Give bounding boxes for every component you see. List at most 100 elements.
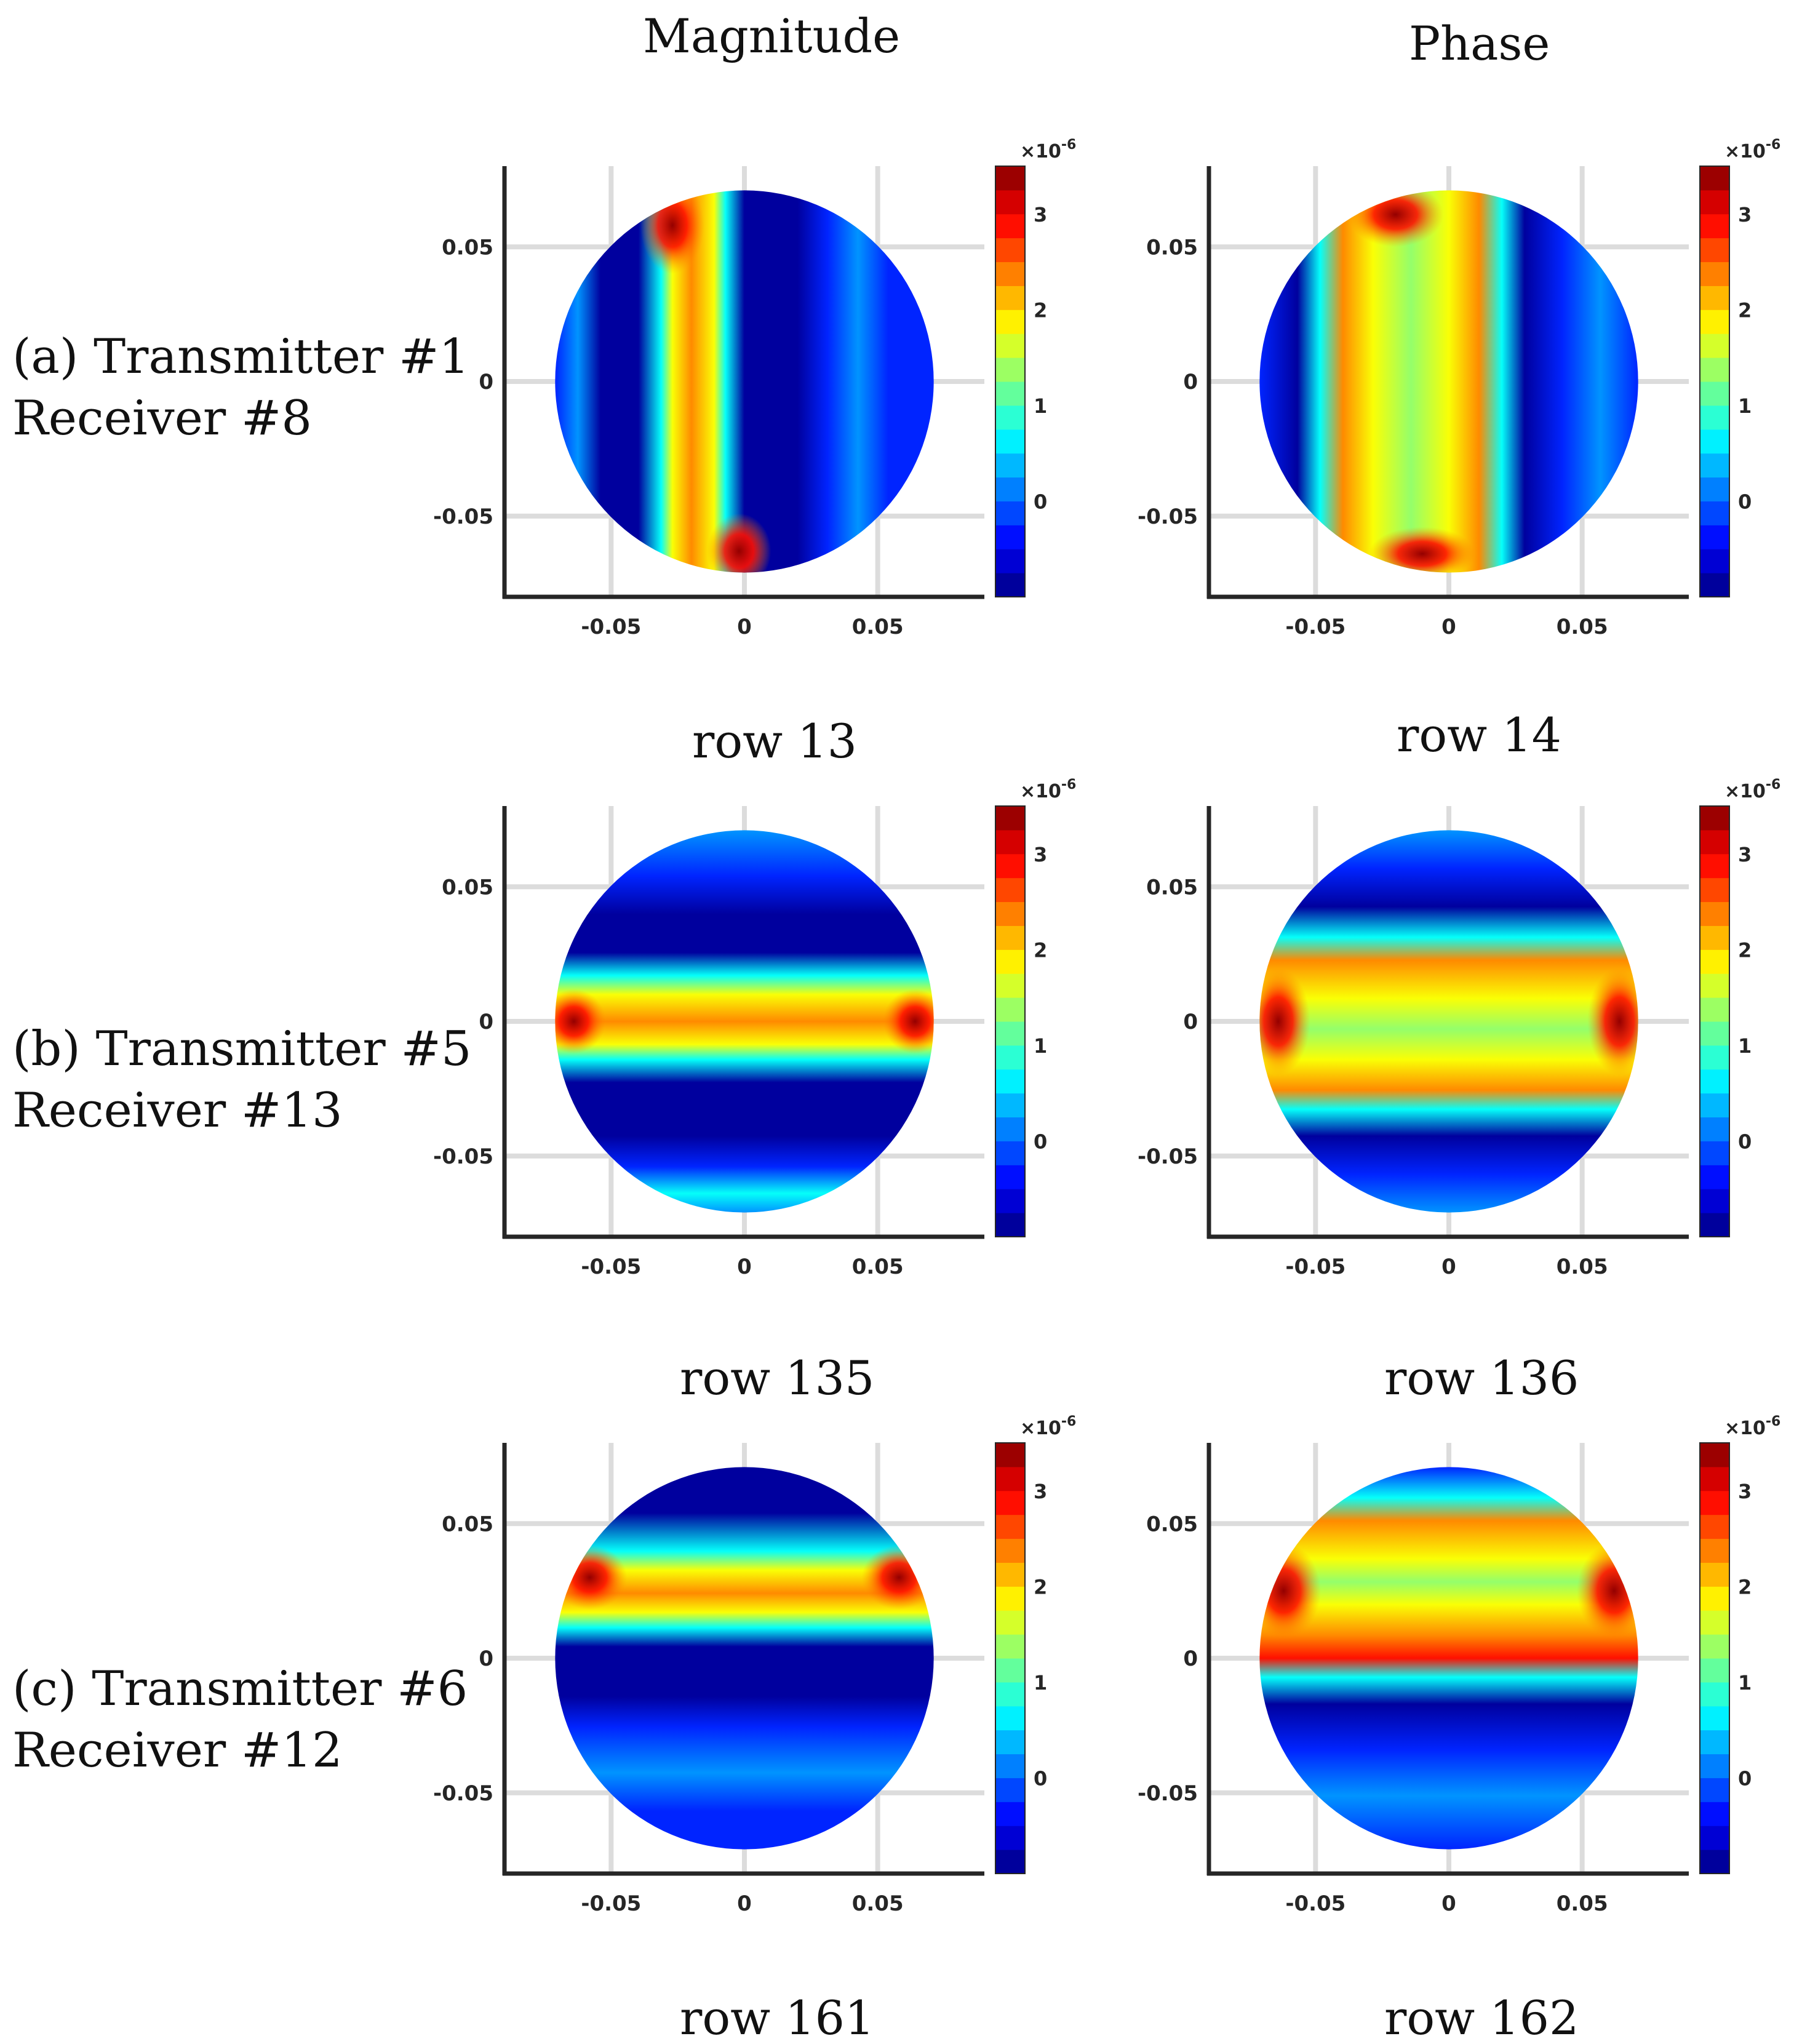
colorbar-step <box>995 166 1025 191</box>
colorbar-multiplier: ×10-6 <box>1724 777 1780 802</box>
colorbar-step <box>995 1069 1025 1094</box>
colorbar-multiplier: ×10-6 <box>1020 777 1076 802</box>
colorbar-step <box>995 1443 1025 1467</box>
x-tick-label: 0.05 <box>1557 1255 1608 1279</box>
x-tick-label: 0 <box>1441 1891 1456 1916</box>
colorbar-step <box>995 806 1025 831</box>
colorbar-step <box>1700 1778 1729 1802</box>
colorbar-step <box>1700 1634 1729 1659</box>
colorbar-step <box>995 1117 1025 1141</box>
x-tick-label: -0.05 <box>581 615 641 639</box>
colorbar-tick-label: 2 <box>1034 1575 1047 1599</box>
colorbar-tick-label: 2 <box>1738 298 1752 322</box>
colorbar-frame <box>995 1442 1026 1874</box>
y-tick-label: -0.05 <box>1138 1781 1198 1806</box>
colorbar-step <box>995 405 1025 430</box>
colorbar-tick-label: 3 <box>1034 1480 1047 1503</box>
row-label-b-line1: (b) Transmitter #5 <box>12 1021 472 1077</box>
colorbar-frame <box>1699 166 1730 597</box>
colorbar-step <box>995 1021 1025 1046</box>
y-tick-label: 0.05 <box>1146 875 1198 900</box>
colorbar-step <box>995 1141 1025 1165</box>
field-peak <box>555 1545 628 1610</box>
field-peak <box>1347 190 1444 247</box>
colorbar-step <box>995 525 1025 549</box>
colorbar-tick-label: 1 <box>1738 1034 1752 1058</box>
y-tick-label: -0.05 <box>1138 505 1198 529</box>
field-disc <box>1259 830 1638 1213</box>
y-tick-label: 0.05 <box>442 875 493 900</box>
colorbar-step <box>1700 261 1729 286</box>
colorbar-tick-label: 2 <box>1738 938 1752 962</box>
colorbar-tick-label: 2 <box>1034 298 1047 322</box>
colorbar-step <box>1700 997 1729 1022</box>
colorbar-step <box>995 1706 1025 1731</box>
column-title-phase: Phase <box>1409 16 1550 71</box>
field-peak <box>883 989 934 1054</box>
colorbar-step <box>1700 429 1729 454</box>
colorbar-tick-label: 1 <box>1034 394 1047 418</box>
colorbar-step <box>1700 405 1729 430</box>
y-tick-label: 0.05 <box>1146 235 1198 260</box>
colorbar-step <box>995 1658 1025 1683</box>
x-tick-label: 0 <box>737 615 752 639</box>
field-peak <box>640 190 704 274</box>
x-tick-label: -0.05 <box>581 1891 641 1916</box>
colorbar-step <box>995 1189 1025 1213</box>
row-label-a: (a) Transmitter #1 Receiver #8 <box>12 326 469 449</box>
colorbar-step <box>995 1802 1025 1826</box>
x-tick-label: 0.05 <box>852 615 904 639</box>
field-peak <box>1259 1542 1321 1640</box>
y-tick-label: -0.05 <box>433 1144 493 1169</box>
caption-c-magnitude: row 161 <box>680 1990 875 2044</box>
heatmap-panel-b-phase: -0.05 0 0.05 0.05 0 -0.05 0 1 2 3 ×10-6 <box>1138 777 1780 1279</box>
colorbar-step <box>995 238 1025 263</box>
row-label-c: (c) Transmitter #6 Receiver #12 <box>12 1658 468 1781</box>
colorbar-step <box>1700 1189 1729 1213</box>
colorbar-step <box>995 309 1025 334</box>
colorbar-tick-label: 3 <box>1034 203 1047 226</box>
colorbar-tick-label: 2 <box>1738 1575 1752 1599</box>
colorbar-step <box>1700 1045 1729 1070</box>
y-tick-label: -0.05 <box>433 505 493 529</box>
colorbar-step <box>1700 1514 1729 1539</box>
colorbar-step <box>1700 829 1729 855</box>
x-tick-label: -0.05 <box>1285 1891 1346 1916</box>
heatmap-panel-b-mag: -0.05 0 0.05 0.05 0 -0.05 0 1 2 3 ×10-6 <box>433 777 1076 1279</box>
field-peak <box>1577 1542 1638 1640</box>
colorbar-step <box>995 285 1025 310</box>
heatmap-panel-c-mag: -0.05 0 0.05 0.05 0 -0.05 0 1 2 3 ×10-6 <box>433 1414 1076 1916</box>
colorbar-step <box>1700 1117 1729 1141</box>
x-tick-label: 0 <box>1441 1255 1456 1279</box>
colorbar-step <box>1700 333 1729 358</box>
colorbar-step <box>995 1045 1025 1070</box>
colorbar-step <box>1700 1610 1729 1635</box>
colorbar-step <box>995 877 1025 903</box>
colorbar-step <box>1700 549 1729 573</box>
colorbar-step <box>1700 309 1729 334</box>
colorbar-step <box>995 925 1025 950</box>
colorbar-frame <box>1699 805 1730 1237</box>
colorbar-step <box>995 853 1025 879</box>
colorbar-tick-label: 2 <box>1034 938 1047 962</box>
colorbar-step <box>995 1466 1025 1491</box>
x-tick-label: 0 <box>1441 615 1456 639</box>
colorbar-tick-label: 1 <box>1034 1034 1047 1058</box>
colorbar-step <box>995 1778 1025 1802</box>
heatmap-panel-a-mag: -0.05 0 0.05 0.05 0 -0.05 0 1 2 3 ×10-6 <box>433 137 1076 639</box>
field-disc <box>555 830 934 1213</box>
x-tick-label: 0.05 <box>852 1255 904 1279</box>
colorbar-tick-label: 0 <box>1738 490 1752 513</box>
colorbar-multiplier: ×10-6 <box>1020 137 1076 162</box>
field-peak <box>1259 967 1310 1076</box>
colorbar-multiplier: ×10-6 <box>1724 1414 1780 1439</box>
colorbar-tick-label: 3 <box>1738 843 1752 866</box>
colorbar-step <box>1700 1850 1729 1874</box>
colorbar-step <box>1700 1021 1729 1046</box>
colorbar-step <box>995 1490 1025 1515</box>
x-tick-label: 0 <box>737 1891 752 1916</box>
colorbar-step <box>1700 285 1729 310</box>
field-peak <box>1587 967 1638 1076</box>
colorbar-tick-label: 3 <box>1738 1480 1752 1503</box>
